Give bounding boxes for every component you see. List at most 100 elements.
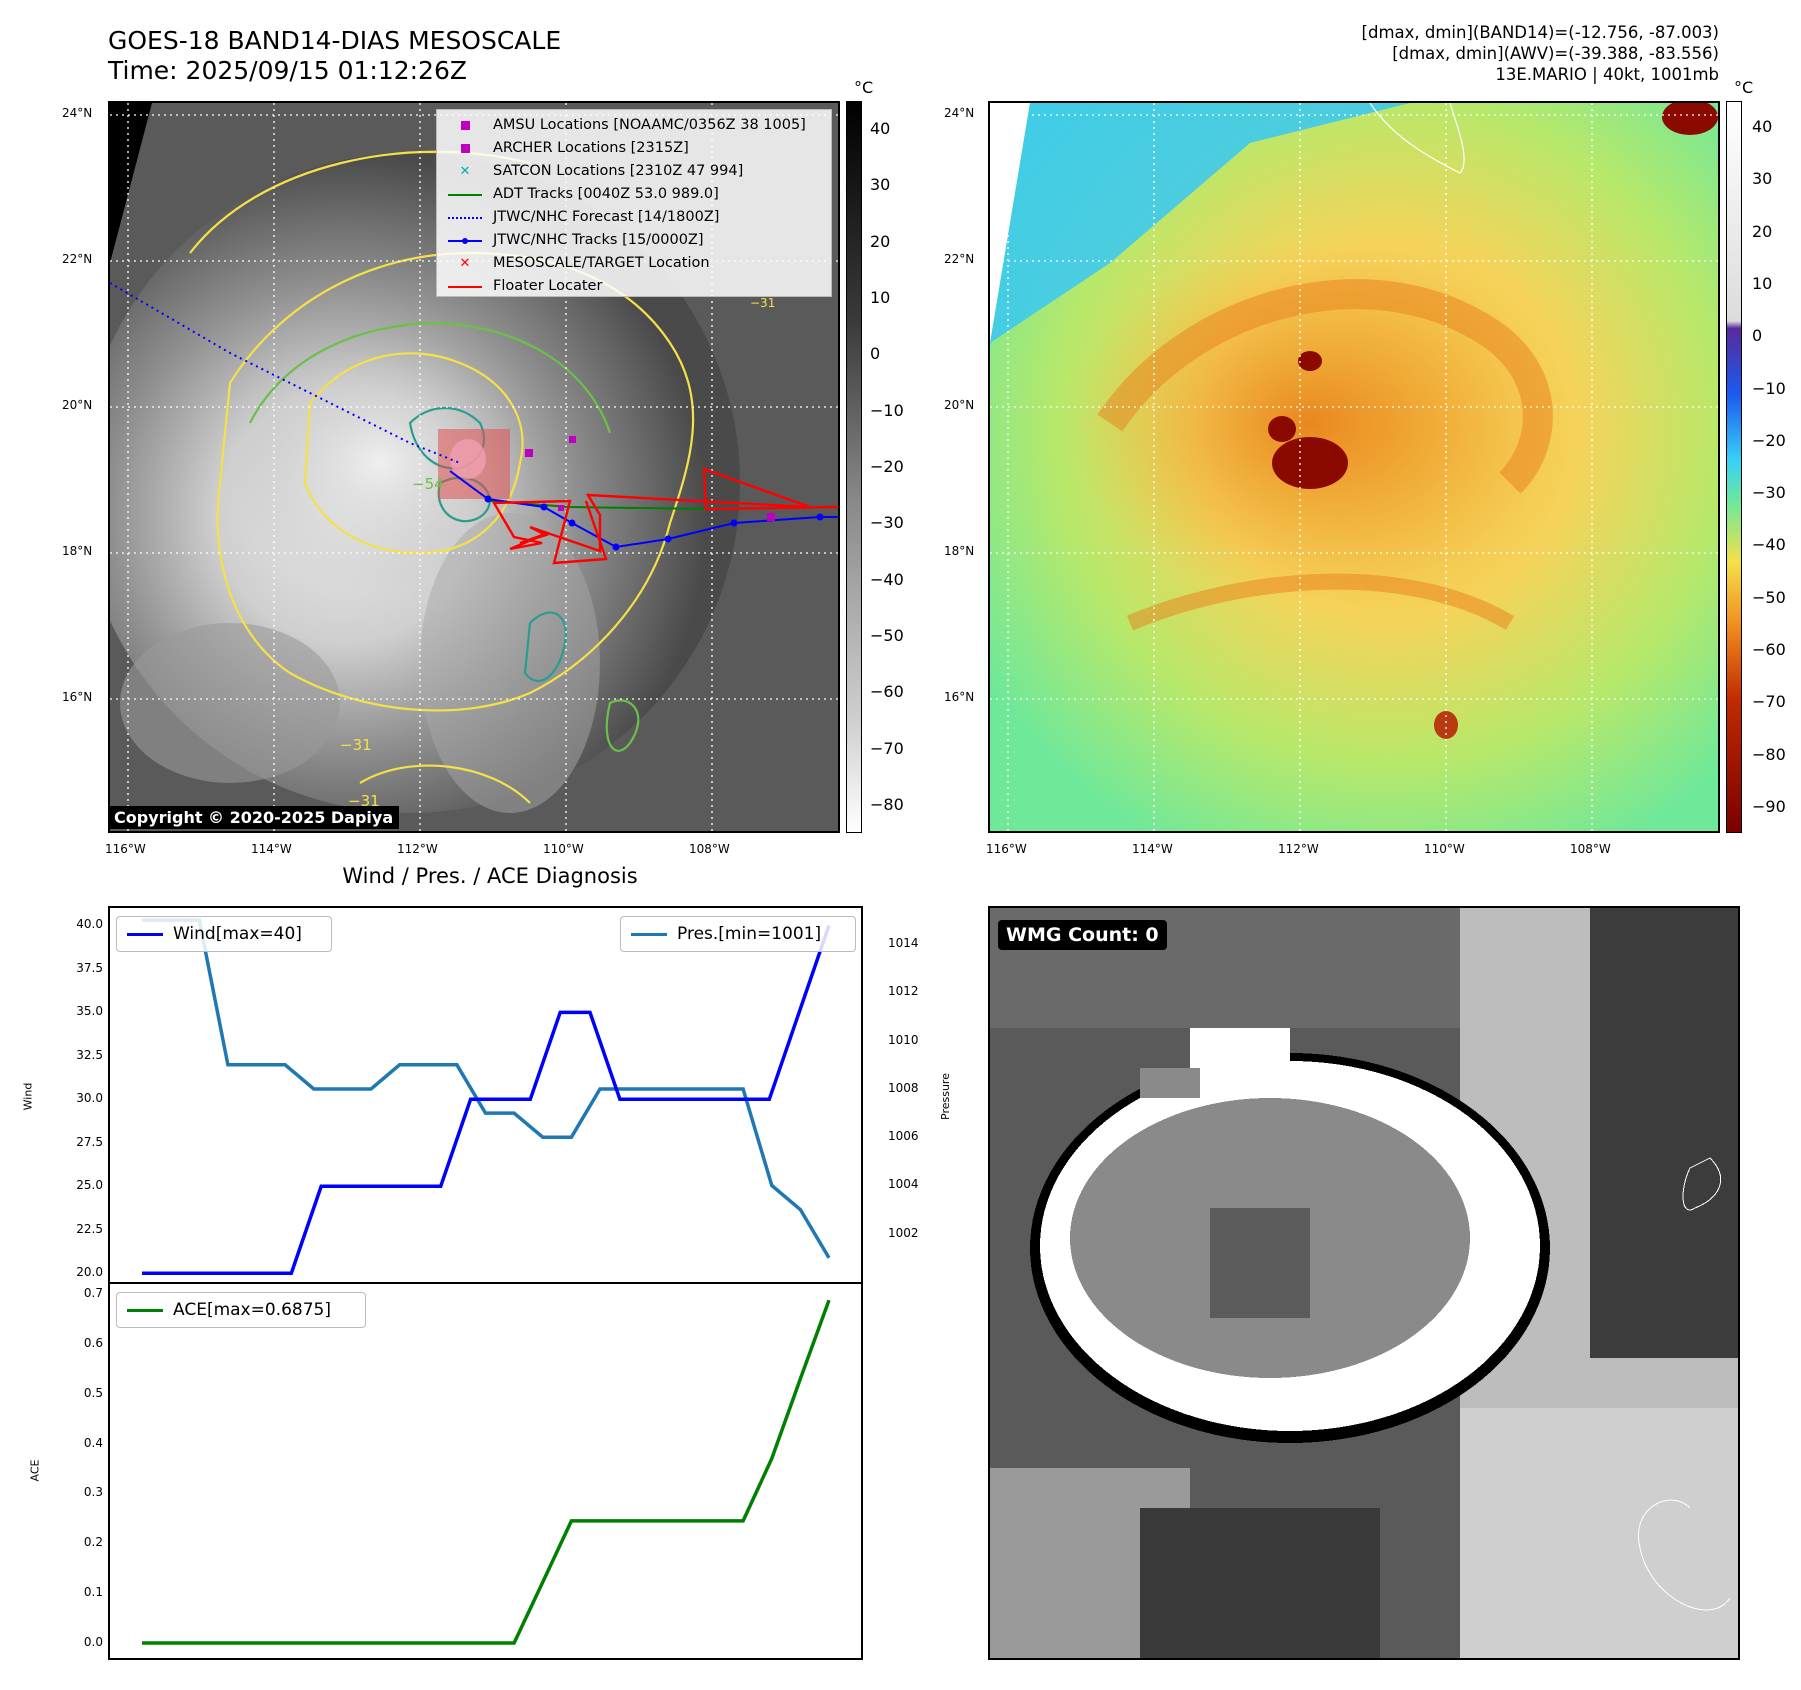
colorbar-tick: −10 [870,400,904,420]
colorbar-tick: −30 [1752,483,1786,503]
contour-label: −31 [750,296,776,310]
colorbar-tick: −40 [1752,535,1786,555]
y-tick-label: 25.0 [76,1178,103,1193]
legend-adt: ADT Tracks [0040Z 53.0 989.0] [445,183,823,206]
lon-label: 108°W [689,842,730,856]
y-tick-label: 0.0 [83,1635,103,1650]
lat-label: 20°N [62,398,93,412]
lat-label: 20°N [944,398,975,412]
jtwc-track-points [484,495,824,551]
legend-jtwc-tracks: JTWC/NHC Tracks [15/0000Z] [445,229,823,252]
colorbar-tick: −60 [1752,640,1786,659]
contour-label: −31 [348,792,380,810]
colorbar-tick: −90 [1752,796,1786,816]
ace-line [142,1299,831,1645]
lon-label: 114°W [251,842,292,856]
colorbar-tick: 40 [870,119,891,139]
ir-colorbar [846,101,862,833]
lat-label: 24°N [62,106,93,120]
legend-target: ✕ MESOSCALE/TARGET Location [459,255,710,271]
contour-label: −54 [412,475,444,493]
map-legend: AMSU Locations [NOAAMC/0356Z 38 1005] AR… [436,109,832,297]
colorbar-tick: 10 [870,288,891,308]
lon-label: 114°W [1132,842,1173,856]
legend-archer: ARCHER Locations [2315Z] [445,137,823,160]
y-tick-label: 0.3 [83,1485,103,1500]
diagnosis-title: Wind / Pres. / ACE Diagnosis [342,864,638,888]
y-tick-label: 27.5 [76,1134,103,1149]
colorbar-tick: −60 [870,682,904,702]
y-tick-label: 0.2 [83,1535,103,1550]
y-tick-label: 32.5 [76,1047,103,1062]
colorbar-tick: −50 [1752,587,1786,607]
lat-label: 22°N [944,252,975,266]
wmg-canvas [990,908,1738,1658]
legend-floater: Floater Locater [445,275,823,298]
wind-pres-chart [142,918,831,1276]
y-tick-label: 0.7 [83,1285,103,1300]
awv-colorbar-unit: °C [1734,78,1754,97]
colorbar-tick: −70 [1752,692,1786,712]
pressure-axis-label: Pressure [938,1073,952,1120]
colorbar-tick: −20 [870,457,904,476]
colorbar-tick: 20 [1752,221,1773,241]
legend-amsu: AMSU Locations [NOAAMC/0356Z 38 1005] [445,114,823,137]
colorbar-tick: −30 [870,513,904,533]
colorbar-tick: 0 [1752,326,1763,346]
lon-label: 116°W [986,842,1027,856]
colorbar-tick: 0 [870,344,881,364]
archer-marker [569,436,576,443]
legend-satcon: ✕ SATCON Locations [2310Z 47 994] [459,163,744,179]
y-tick-label: 1002 [888,1225,919,1240]
colorbar-tick: 10 [1752,274,1773,293]
floater-locater [491,467,838,565]
y-tick-label: 1004 [888,1177,919,1192]
y-tick-label: 1010 [888,1032,919,1047]
colorbar-tick: 40 [1752,117,1773,137]
colorbar-tick: −40 [870,569,904,589]
wind-axis-label: Wind [21,1082,35,1111]
pressure-legend: Pres.[min=1001] [620,916,856,952]
ace-chart [142,1299,831,1645]
y-tick-label: 35.0 [76,1004,103,1019]
y-tick-label: 1012 [888,984,919,999]
ace-legend: ACE[max=0.6875] [116,1292,366,1328]
colorbar-tick: −70 [870,738,904,758]
lon-label: 116°W [105,842,146,856]
ace-axis-label: ACE [28,1459,42,1482]
wind-line [142,924,831,1276]
awv-map-canvas [990,103,1718,831]
diagnostic-info: [dmax, dmin](BAND14)=(-12.756, -87.003) … [1361,23,1719,84]
y-tick-label: 40.0 [76,917,103,932]
lat-label: 18°N [944,544,975,558]
wmg-count-badge: WMG Count: 0 [998,920,1167,950]
y-tick-label: 37.5 [76,960,103,975]
lat-label: 22°N [62,252,93,266]
lat-label: 16°N [62,690,93,704]
colorbar-tick: −20 [1752,430,1786,450]
legend-jtwc-forecast: JTWC/NHC Forecast [14/1800Z] [445,206,823,229]
lat-label: 18°N [62,544,93,558]
pressure-line [142,918,831,1259]
lon-label: 110°W [543,842,584,856]
lon-label: 112°W [1278,842,1319,856]
colorbar-tick: 30 [1752,169,1773,189]
lat-label: 24°N [944,106,975,120]
colorbar-tick: −10 [1752,378,1786,398]
y-tick-label: 1014 [888,936,919,951]
y-tick-label: 0.1 [83,1585,103,1600]
lon-label: 108°W [1570,842,1611,856]
wind-legend: Wind[max=40] [116,916,332,952]
contour-label: −31 [340,736,372,754]
colorbar-tick: 30 [870,175,891,195]
awv-map-panel [988,101,1720,833]
awv-colorbar [1726,101,1742,833]
colorbar-tick: −80 [870,794,904,814]
y-tick-label: 22.5 [76,1221,103,1236]
wmg-panel [988,906,1740,1660]
y-tick-label: 0.4 [83,1435,103,1450]
y-tick-label: 0.5 [83,1385,103,1400]
y-tick-label: 1006 [888,1129,919,1144]
amsu-marker [525,449,533,457]
colorbar-tick: 20 [870,231,891,251]
